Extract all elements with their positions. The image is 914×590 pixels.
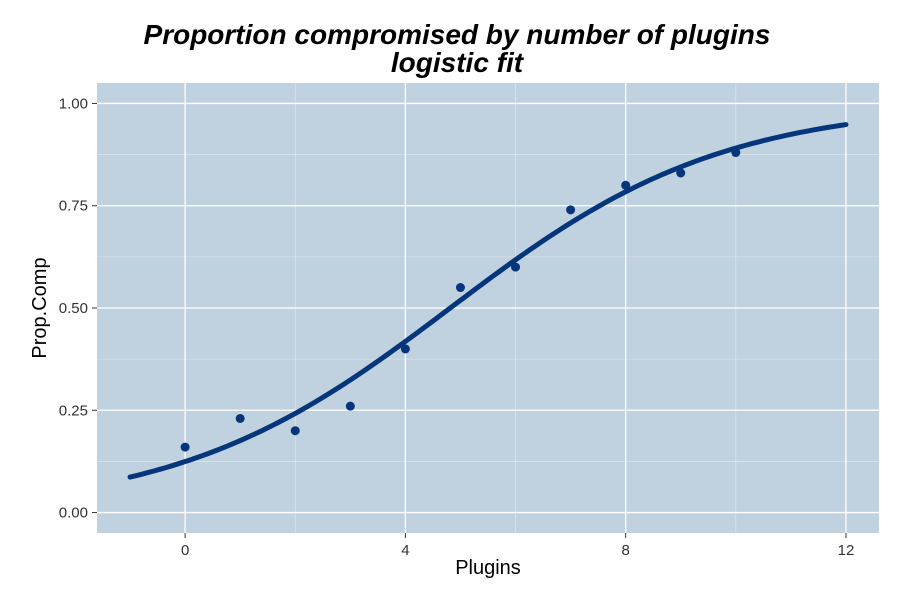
y-axis-title: Prop.Comp bbox=[29, 257, 51, 358]
data-point bbox=[621, 180, 631, 190]
y-tick-label: 0.00 bbox=[59, 505, 88, 522]
data-point bbox=[235, 413, 245, 423]
data-point bbox=[345, 401, 355, 411]
x-axis: 0 4 8 12 bbox=[181, 533, 854, 559]
logistic-fit-line bbox=[127, 122, 849, 480]
data-point bbox=[511, 262, 521, 272]
y-tick-label: 1.00 bbox=[59, 95, 88, 112]
data-point bbox=[676, 168, 686, 178]
chart-subtitle: logistic fit bbox=[390, 47, 524, 78]
x-axis-title: Plugins bbox=[455, 557, 521, 579]
data-point bbox=[400, 344, 410, 354]
major-gridlines bbox=[97, 83, 879, 533]
data-point bbox=[455, 283, 465, 293]
x-tick-label: 12 bbox=[838, 542, 855, 559]
data-point bbox=[180, 442, 190, 452]
x-tick-label: 8 bbox=[622, 542, 630, 559]
y-axis: 0.00 0.25 0.50 0.75 1.00 bbox=[59, 95, 97, 522]
y-tick-label: 0.50 bbox=[59, 300, 88, 317]
y-tick-label: 0.25 bbox=[59, 402, 88, 419]
y-tick-label: 0.75 bbox=[59, 198, 88, 215]
minor-gridlines bbox=[97, 83, 879, 533]
data-point bbox=[290, 426, 300, 436]
data-point bbox=[731, 148, 741, 158]
chart-title: Proportion compromised by number of plug… bbox=[143, 19, 771, 50]
x-tick-label: 4 bbox=[401, 542, 409, 559]
data-points bbox=[180, 148, 741, 452]
data-point bbox=[566, 205, 576, 215]
x-tick-label: 0 bbox=[181, 542, 189, 559]
